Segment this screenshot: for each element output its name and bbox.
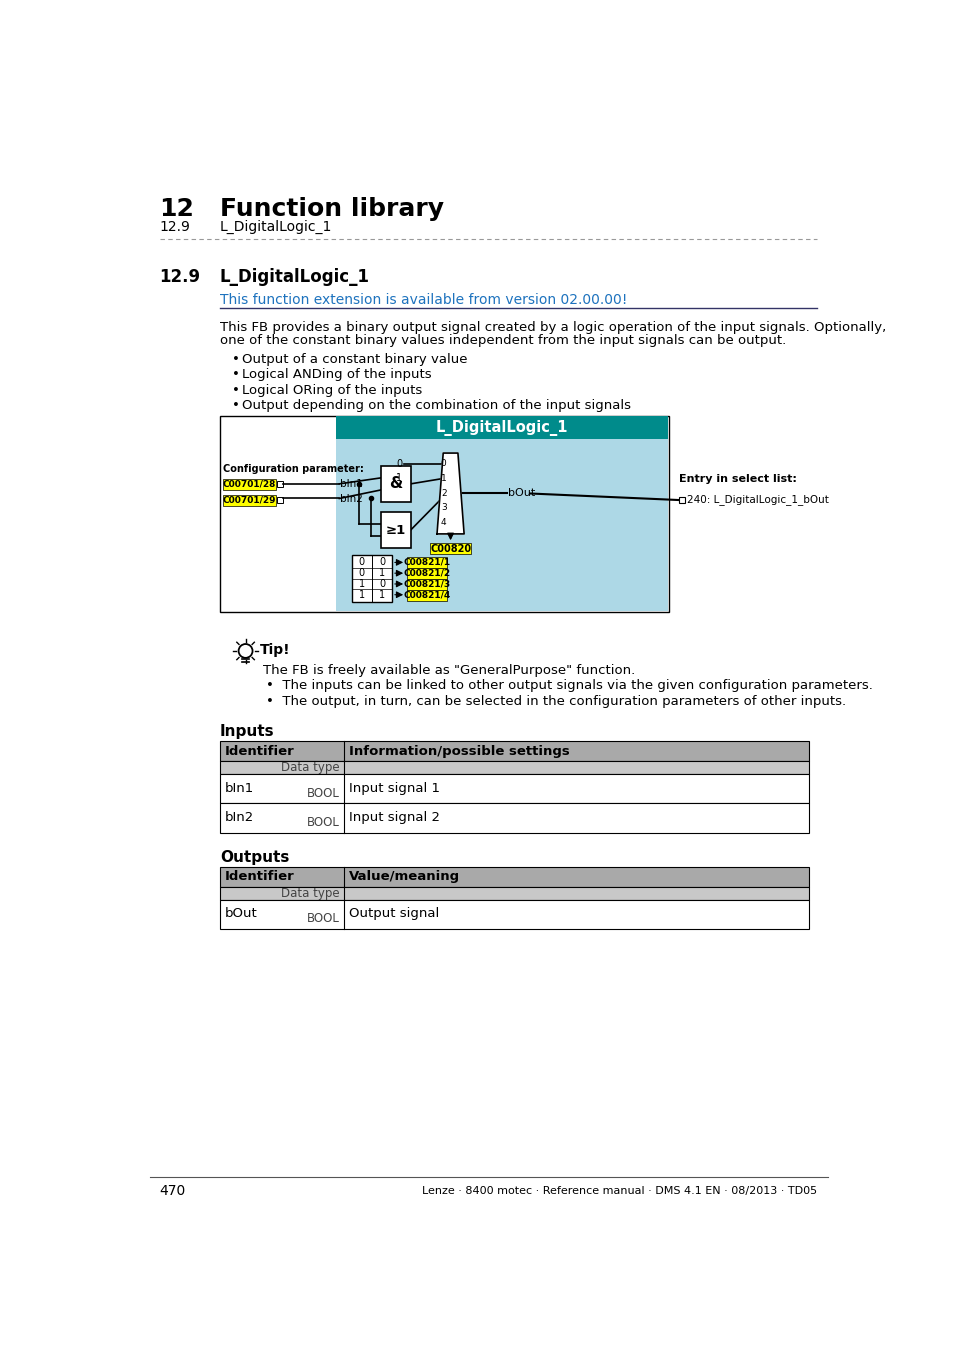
Text: Output signal: Output signal [348,907,438,921]
Text: 12: 12 [159,197,194,220]
Text: C00821/1: C00821/1 [403,558,450,567]
Text: •: • [232,352,239,366]
Text: BOOL: BOOL [306,815,339,829]
Text: Configuration parameter:: Configuration parameter: [223,464,364,474]
Text: C00821/4: C00821/4 [403,590,450,599]
FancyBboxPatch shape [407,568,446,579]
Text: 0: 0 [440,459,446,468]
Text: 0: 0 [395,459,402,468]
Text: 2: 2 [440,489,446,498]
Text: C00701/29: C00701/29 [222,495,276,505]
Text: 0: 0 [358,558,364,567]
FancyBboxPatch shape [407,590,446,601]
Text: Logical ANDing of the inputs: Logical ANDing of the inputs [242,369,432,381]
Text: 4: 4 [440,518,446,526]
Text: •: • [232,369,239,381]
Text: 12.9: 12.9 [159,220,191,234]
FancyBboxPatch shape [407,579,446,590]
Text: •: • [232,383,239,397]
Text: 3: 3 [440,504,446,512]
Text: 0: 0 [358,568,364,578]
FancyBboxPatch shape [220,899,808,929]
Circle shape [238,644,253,657]
Text: L_DigitalLogic_1: L_DigitalLogic_1 [436,420,568,436]
FancyBboxPatch shape [381,513,410,548]
Text: BOOL: BOOL [306,787,339,799]
Text: Outputs: Outputs [220,849,289,864]
Text: Logical ORing of the inputs: Logical ORing of the inputs [242,383,422,397]
Text: bOut: bOut [224,907,257,921]
Text: bIn2: bIn2 [224,811,253,824]
Text: &: & [389,477,402,491]
Text: This function extension is available from version 02.00.00!: This function extension is available fro… [220,293,627,306]
Text: 470: 470 [159,1184,186,1199]
Text: •  The output, in turn, can be selected in the configuration parameters of other: • The output, in turn, can be selected i… [266,695,845,707]
Text: 1: 1 [440,474,446,483]
Text: bIn1: bIn1 [340,479,363,489]
Text: Information/possible settings: Information/possible settings [348,745,569,757]
Text: C00821/3: C00821/3 [403,579,450,589]
Text: L_DigitalLogic_1: L_DigitalLogic_1 [220,220,332,234]
FancyBboxPatch shape [276,497,282,504]
Text: bOut: bOut [508,489,535,498]
Text: Inputs: Inputs [220,724,274,738]
FancyBboxPatch shape [335,417,667,612]
FancyBboxPatch shape [276,481,282,487]
Text: Identifier: Identifier [224,869,294,883]
Text: 1: 1 [378,568,385,578]
Text: bIn1: bIn1 [224,782,253,795]
FancyBboxPatch shape [220,803,808,833]
Text: Output of a constant binary value: Output of a constant binary value [242,352,468,366]
Text: The FB is freely available as "GeneralPurpose" function.: The FB is freely available as "GeneralPu… [262,664,634,678]
Text: 1: 1 [358,579,364,589]
Text: Function library: Function library [220,197,443,220]
Text: C00820: C00820 [430,544,471,554]
Text: Input signal 2: Input signal 2 [348,811,439,824]
FancyBboxPatch shape [220,887,808,899]
FancyBboxPatch shape [220,867,808,887]
FancyBboxPatch shape [352,555,392,602]
Text: BOOL: BOOL [306,913,339,925]
Text: •  The inputs can be linked to other output signals via the given configuration : • The inputs can be linked to other outp… [266,679,872,693]
Text: Data type: Data type [280,887,339,899]
Text: ≥1: ≥1 [385,524,406,536]
FancyBboxPatch shape [220,741,808,761]
FancyBboxPatch shape [222,495,276,506]
Polygon shape [436,454,464,533]
Text: •: • [232,400,239,412]
Text: Value/meaning: Value/meaning [348,869,459,883]
Text: 0: 0 [378,558,385,567]
Text: 1: 1 [395,474,402,483]
FancyBboxPatch shape [430,543,471,555]
Text: 0: 0 [378,579,385,589]
Text: Input signal 1: Input signal 1 [348,782,439,795]
FancyBboxPatch shape [381,466,410,502]
Text: 1: 1 [358,590,364,599]
Text: Output depending on the combination of the input signals: Output depending on the combination of t… [242,400,631,412]
Text: bIn2: bIn2 [340,494,363,505]
Text: L_DigitalLogic_1: L_DigitalLogic_1 [220,269,370,286]
Text: 240: L_DigitalLogic_1_bOut: 240: L_DigitalLogic_1_bOut [686,494,828,505]
Text: Lenze · 8400 motec · Reference manual · DMS 4.1 EN · 08/2013 · TD05: Lenze · 8400 motec · Reference manual · … [421,1187,816,1196]
FancyBboxPatch shape [679,497,684,504]
Text: C00701/28: C00701/28 [223,479,275,489]
Text: 1: 1 [378,590,385,599]
Text: 12.9: 12.9 [159,269,200,286]
Text: one of the constant binary values independent from the input signals can be outp: one of the constant binary values indepe… [220,335,785,347]
FancyBboxPatch shape [407,558,446,568]
FancyBboxPatch shape [335,416,667,439]
Text: Data type: Data type [280,761,339,774]
Text: Entry in select list:: Entry in select list: [679,474,796,483]
FancyBboxPatch shape [222,479,276,490]
Text: C00821/2: C00821/2 [403,568,450,578]
FancyBboxPatch shape [220,416,669,613]
FancyBboxPatch shape [220,774,808,803]
Text: This FB provides a binary output signal created by a logic operation of the inpu: This FB provides a binary output signal … [220,321,885,335]
FancyBboxPatch shape [220,761,808,774]
Text: Tip!: Tip! [259,643,290,657]
Text: Identifier: Identifier [224,745,294,757]
